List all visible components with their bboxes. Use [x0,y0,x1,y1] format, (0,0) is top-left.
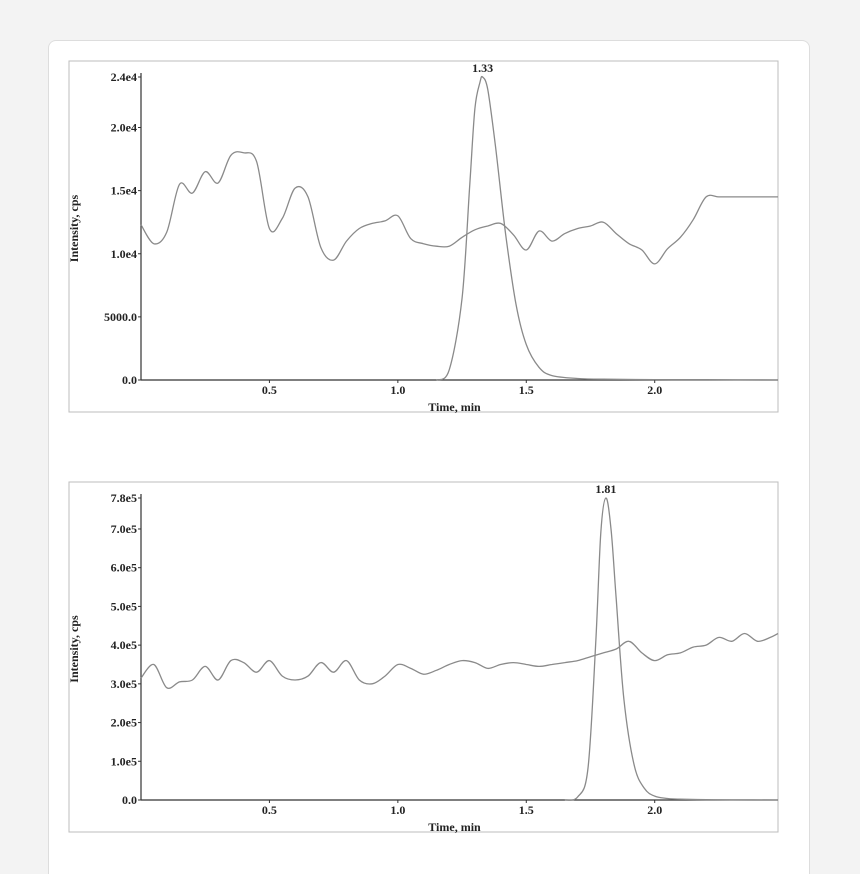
peak-label: 1.81 [595,482,616,496]
baseline-trace [140,151,778,265]
y-tick-label: 2.4e4 [111,70,137,84]
y-axis-label: Intensity, cps [67,195,81,263]
baseline-trace [140,632,779,689]
x-axis-label: Time, min [428,400,481,414]
x-tick-label: 1.5 [519,803,534,817]
y-tick-label: 7.0e5 [111,522,137,536]
peak-label: 1.33 [472,61,493,75]
y-tick-label: 2.0e5 [111,716,137,730]
peak-trace [435,75,779,381]
plot-frame [68,60,779,413]
y-tick-label: 7.8e5 [111,491,137,505]
y-tick-label: 4.0e5 [111,638,137,652]
y-tick-label: 2.0e4 [111,121,137,135]
y-axis-label: Intensity, cps [67,615,81,683]
x-tick-label: 1.0 [390,803,405,817]
y-tick-label: 5.0e5 [111,599,137,613]
x-axis-label: Time, min [428,820,481,834]
plot-frame [68,481,779,833]
figure-card [48,40,810,874]
y-tick-label: 0.0 [122,793,137,807]
x-tick-label: 2.0 [647,383,662,397]
y-tick-label: 3.0e5 [111,677,137,691]
x-tick-label: 0.5 [262,383,277,397]
y-tick-label: 1.0e5 [111,754,137,768]
x-tick-label: 2.0 [647,803,662,817]
y-tick-label: 5000.0 [104,310,137,324]
x-tick-label: 1.5 [519,383,534,397]
y-tick-label: 1.5e4 [111,184,137,198]
peak-trace [564,497,779,801]
y-tick-label: 6.0e5 [111,561,137,575]
x-tick-label: 0.5 [262,803,277,817]
x-tick-label: 1.0 [390,383,405,397]
y-tick-label: 0.0 [122,373,137,387]
y-tick-label: 1.0e4 [111,247,137,261]
